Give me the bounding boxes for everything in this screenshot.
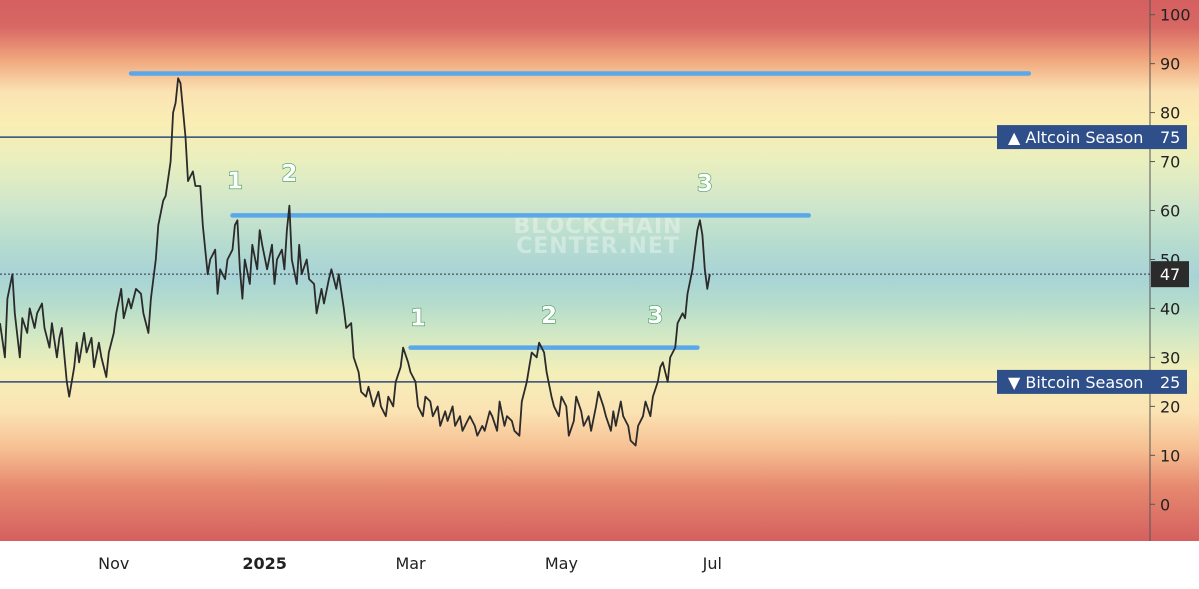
x-axis-background xyxy=(0,541,1199,589)
bitcoin-season-label: ▼ Bitcoin Season xyxy=(1008,373,1143,392)
touch-label-5: 2 xyxy=(541,303,557,329)
y-tick-label-20: 20 xyxy=(1160,397,1180,416)
y-tick-label-70: 70 xyxy=(1160,153,1180,172)
threshold-lines xyxy=(0,136,1150,383)
current-value-badge: 47 xyxy=(1151,261,1189,288)
x-axis-ticks: Nov 2025 Mar May Jul xyxy=(98,554,722,573)
y-tick-label-30: 30 xyxy=(1160,348,1180,367)
y-tick-label-100: 100 xyxy=(1160,6,1191,25)
resistance-lines xyxy=(128,71,1032,350)
touch-labels: 1 2 3 1 2 3 xyxy=(226,161,713,333)
x-tick-label-2025: 2025 xyxy=(242,554,287,573)
x-tick-label-mar: Mar xyxy=(395,554,426,573)
bitcoin-season-value: 25 xyxy=(1160,373,1180,392)
touch-label-2: 2 xyxy=(281,161,297,187)
current-value-label: 47 xyxy=(1160,265,1180,284)
threshold-badges: ▲ Altcoin Season 75 ▼ Bitcoin Season 25 xyxy=(997,125,1187,394)
touch-label-6: 3 xyxy=(647,303,663,329)
index-line-1 xyxy=(0,77,711,447)
y-tick-label-0: 0 xyxy=(1160,495,1170,514)
touch-label-4: 1 xyxy=(410,306,426,332)
y-tick-label-80: 80 xyxy=(1160,104,1180,123)
plot-background xyxy=(0,0,1150,541)
altcoin-season-badge xyxy=(997,125,1187,150)
altcoin-season-value: 75 xyxy=(1160,128,1180,147)
watermark-line-2: CENTER.NET xyxy=(516,234,680,259)
y-tick-label-40: 40 xyxy=(1160,299,1180,318)
x-tick-label-may: May xyxy=(545,554,578,573)
index-series xyxy=(0,77,711,447)
y-tick-label-90: 90 xyxy=(1160,55,1180,74)
touch-label-1: 1 xyxy=(227,168,243,194)
current-value-badge-box xyxy=(1151,261,1189,288)
x-tick-label-jul: Jul xyxy=(702,554,722,573)
y-tick-label-10: 10 xyxy=(1160,446,1180,465)
altcoin-season-label: ▲ Altcoin Season xyxy=(1008,128,1143,147)
watermark-line-1: BLOCKCHAIN xyxy=(513,214,682,239)
touch-label-3: 3 xyxy=(697,171,713,197)
x-tick-label-nov: Nov xyxy=(98,554,129,573)
y-tick-label-60: 60 xyxy=(1160,202,1180,221)
bitcoin-season-badge xyxy=(997,369,1187,394)
watermark: BLOCKCHAIN CENTER.NET xyxy=(513,214,682,259)
